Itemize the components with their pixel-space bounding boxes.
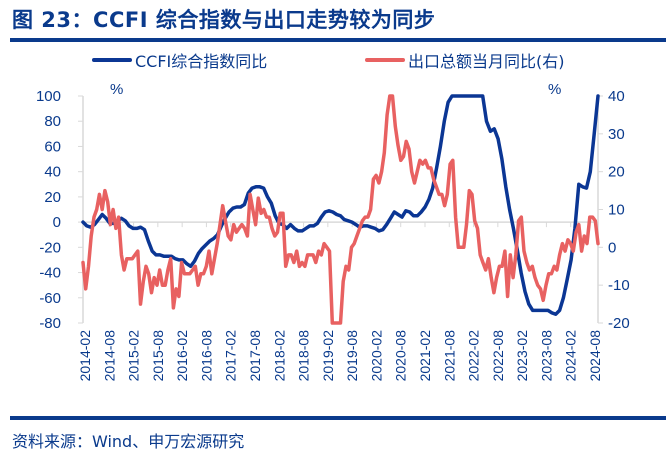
export-series-line <box>81 94 600 325</box>
right-axis-unit: % <box>548 81 561 98</box>
x-tick-label: 2019-08 <box>344 330 360 382</box>
x-tick-label: 2014-08 <box>101 330 117 382</box>
legend-swatch-export <box>365 58 405 62</box>
x-tick-label: 2021-02 <box>417 330 433 382</box>
title-divider <box>10 38 666 42</box>
y-tick-label-right: -10 <box>608 277 630 294</box>
y-tick-label-left: -20 <box>39 239 61 256</box>
x-tick-label: 2016-08 <box>198 330 214 382</box>
x-tick-label: 2018-08 <box>296 330 312 382</box>
x-tick-label: 2020-08 <box>393 330 409 382</box>
left-axis-unit: % <box>110 81 123 98</box>
y-tick-label-left: 40 <box>44 164 61 181</box>
y-tick-label-right: 30 <box>608 126 625 143</box>
source-note: 资料来源：Wind、申万宏源研究 <box>12 432 245 451</box>
y-tick-label-left: 20 <box>44 189 61 206</box>
legend-swatch-ccfi <box>92 58 132 62</box>
y-tick-label-left: -40 <box>39 265 61 282</box>
y-tick-label-left: 100 <box>36 88 61 105</box>
y-tick-label-left: -80 <box>39 315 61 332</box>
y-tick-label-right: -20 <box>608 315 630 332</box>
y-tick-label-left: -60 <box>39 290 61 307</box>
x-tick-label: 2016-02 <box>174 330 190 382</box>
y-tick-label-left: 80 <box>44 113 61 130</box>
y-tick-label-right: 20 <box>608 164 625 181</box>
x-tick-label: 2020-02 <box>368 330 384 382</box>
y-tick-label-left: 0 <box>53 214 61 231</box>
x-tick-label: 2022-08 <box>490 330 506 382</box>
x-tick-label: 2019-02 <box>320 330 336 382</box>
source-divider <box>10 416 666 420</box>
x-tick-label: 2018-02 <box>271 330 287 382</box>
chart-legend: CCFI综合指数同比 出口总额当月同比(右) <box>0 48 672 72</box>
x-tick-label: 2023-02 <box>514 330 530 382</box>
x-tick-label: 2023-08 <box>538 330 554 382</box>
y-tick-label-left: 60 <box>44 138 61 155</box>
legend-label-export: 出口总额当月同比(右) <box>408 52 565 71</box>
legend-label-ccfi: CCFI综合指数同比 <box>135 52 268 71</box>
x-tick-label: 2017-08 <box>247 330 263 382</box>
y-tick-label-right: 10 <box>608 202 625 219</box>
x-tick-label: 2024-02 <box>563 330 579 382</box>
legend-item-export: 出口总额当月同比(右) <box>365 48 565 72</box>
chart-labels: 100806040200-20-40-60-80403020100-10-20%… <box>36 81 630 381</box>
legend-item-ccfi: CCFI综合指数同比 <box>92 48 267 72</box>
chart-series <box>81 94 600 325</box>
y-tick-label-right: 40 <box>608 88 625 105</box>
ccfi-series-line <box>81 94 600 316</box>
x-tick-label: 2024-08 <box>587 330 603 382</box>
x-tick-label: 2015-08 <box>150 330 166 382</box>
x-tick-label: 2021-08 <box>441 330 457 382</box>
figure-title: 图 23：CCFI 综合指数与出口走势较为同步 <box>12 8 436 32</box>
y-tick-label-right: 0 <box>608 239 616 256</box>
x-tick-label: 2022-02 <box>466 330 482 382</box>
x-tick-label: 2014-02 <box>77 330 93 382</box>
x-tick-label: 2017-02 <box>223 330 239 382</box>
x-tick-label: 2015-02 <box>126 330 142 382</box>
